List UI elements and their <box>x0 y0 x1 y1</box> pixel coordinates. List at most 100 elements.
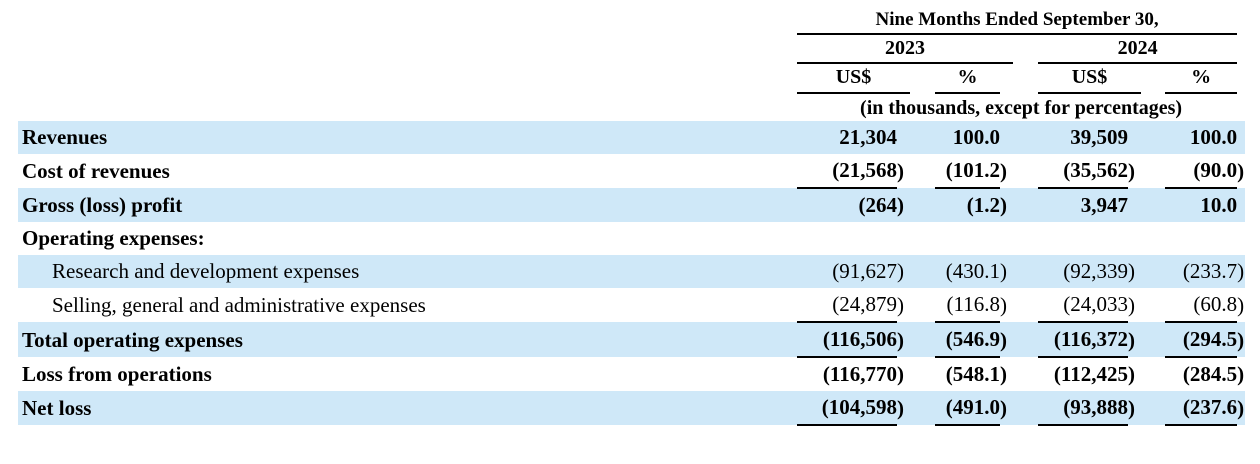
value-cell: (116,506 <box>797 322 897 358</box>
paren-cell: ) <box>1237 396 1245 420</box>
empty-cell <box>18 93 797 121</box>
value-cell: (90.0 <box>1165 154 1238 189</box>
row-label: Research and development expenses <box>52 259 360 283</box>
paren-cell: ) <box>1237 159 1245 183</box>
year-2024-header: 2024 <box>1038 34 1238 64</box>
paren-cell: ) <box>1000 362 1007 386</box>
paren-cell <box>1128 121 1141 154</box>
row-label: Loss from operations <box>22 362 212 386</box>
value-cell: 100.0 <box>1189 125 1238 149</box>
value-cell: 39,509 <box>1070 125 1128 149</box>
value-cell: (104,598 <box>797 391 897 426</box>
empty-cell <box>1237 34 1245 63</box>
paren-cell: ) <box>1237 362 1245 386</box>
value-cell: (101.2 <box>935 154 1000 189</box>
spacer-cell <box>1013 154 1038 188</box>
paren-cell: ) <box>1128 328 1135 352</box>
spacer-cell <box>910 222 935 255</box>
pct-2024-header: % <box>1165 63 1238 94</box>
paren-cell: ) <box>897 293 904 317</box>
empty-cell <box>18 34 797 63</box>
value-cell: 100.0 <box>952 125 1000 149</box>
pct-2023-header: % <box>935 63 1000 94</box>
paren-cell: ) <box>1000 159 1007 183</box>
spacer-cell <box>1013 63 1038 93</box>
value-cell: (116,770 <box>822 362 897 386</box>
value-cell <box>1038 222 1128 255</box>
spacer-cell <box>1013 222 1038 255</box>
spacer-cell <box>1013 188 1038 222</box>
period-header: Nine Months Ended September 30, <box>797 8 1238 35</box>
value-cell: (546.9 <box>935 322 1000 358</box>
paren-cell: ) <box>1000 396 1007 420</box>
usd-2023-header: US$ <box>797 63 910 94</box>
paren-cell: ) <box>897 193 904 217</box>
table-row: Net loss (104,598) (491.0) (93,888) (237.6) <box>18 391 1246 426</box>
period-header-row: Nine Months Ended September 30, <box>18 8 1245 35</box>
value-cell: (24,879 <box>797 288 897 323</box>
spacer-cell <box>910 322 935 357</box>
value-cell: (284.5 <box>1182 362 1238 386</box>
paren-cell: ) <box>1128 362 1135 386</box>
table-row: Gross (loss) profit (264) (1.2) 3,947 10.0 <box>18 188 1246 222</box>
table-row: Research and development expenses (91,627… <box>18 255 1246 288</box>
value-cell: (294.5 <box>1165 322 1238 358</box>
spacer-cell <box>910 255 935 288</box>
paren-cell: ) <box>1128 293 1135 317</box>
year-header-row: 2023 2024 <box>18 34 1245 64</box>
spacer-cell <box>1141 222 1165 255</box>
spacer-cell <box>1141 391 1165 425</box>
paren-cell <box>1237 222 1245 255</box>
paren-cell: ) <box>1237 328 1245 352</box>
value-cell <box>935 222 1000 255</box>
row-label: Total operating expenses <box>22 328 243 352</box>
value-cell: (233.7 <box>1182 259 1238 283</box>
spacer-cell <box>1141 288 1165 322</box>
paren-cell: ) <box>897 259 904 283</box>
spacer-cell <box>910 63 935 93</box>
value-cell: 3,947 <box>1080 193 1128 217</box>
paren-cell: ) <box>897 362 904 386</box>
spacer-cell <box>1013 255 1038 288</box>
value-cell: (91,627 <box>832 259 897 283</box>
spacer-cell <box>910 391 935 425</box>
spacer-cell <box>1141 154 1165 188</box>
spacer-cell <box>910 154 935 188</box>
paren-cell: ) <box>1237 293 1245 317</box>
spacer-cell <box>910 288 935 322</box>
table-row: Operating expenses: <box>18 222 1245 255</box>
spacer-cell <box>1141 121 1165 154</box>
row-label: Selling, general and administrative expe… <box>52 293 426 317</box>
table-row: Selling, general and administrative expe… <box>18 288 1245 323</box>
row-label: Net loss <box>22 396 92 420</box>
paren-cell: ) <box>1000 293 1007 317</box>
spacer-cell <box>910 188 935 222</box>
empty-cell <box>1237 63 1245 93</box>
row-label: Cost of revenues <box>22 159 170 183</box>
paren-cell: ) <box>1128 159 1135 183</box>
value-cell <box>1165 222 1237 255</box>
spacer-cell <box>1013 288 1038 322</box>
paren-cell <box>897 121 910 154</box>
row-label: Gross (loss) profit <box>22 193 183 217</box>
spacer-cell <box>1141 188 1165 222</box>
subcolumn-header-row: US$ % US$ % <box>18 63 1245 94</box>
table-row: Revenues 21,304 100.0 39,509 100.0 <box>18 121 1246 154</box>
paren-cell: ) <box>1128 259 1135 283</box>
value-cell: (92,339 <box>1063 259 1128 283</box>
spacer-cell <box>1013 357 1038 391</box>
value-cell: (491.0 <box>935 391 1000 426</box>
value-cell: (548.1 <box>945 362 1000 386</box>
paren-cell <box>1237 188 1245 222</box>
value-cell: (116.8 <box>935 288 1000 323</box>
table-body: Revenues 21,304 100.0 39,509 100.0 Cost of re… <box>18 121 1246 426</box>
table-row: Cost of revenues (21,568) (101.2) (35,562)(… <box>18 154 1245 189</box>
empty-cell <box>18 63 797 93</box>
table-row: Loss from operations (116,770) (548.1) (112… <box>18 357 1245 391</box>
paren-cell: ) <box>1000 193 1007 217</box>
spacer-cell <box>1141 357 1165 391</box>
row-label: Operating expenses: <box>22 226 205 250</box>
paren-cell: ) <box>1000 328 1007 352</box>
value-cell: (1.2 <box>966 193 1000 217</box>
empty-cell <box>1237 8 1245 34</box>
